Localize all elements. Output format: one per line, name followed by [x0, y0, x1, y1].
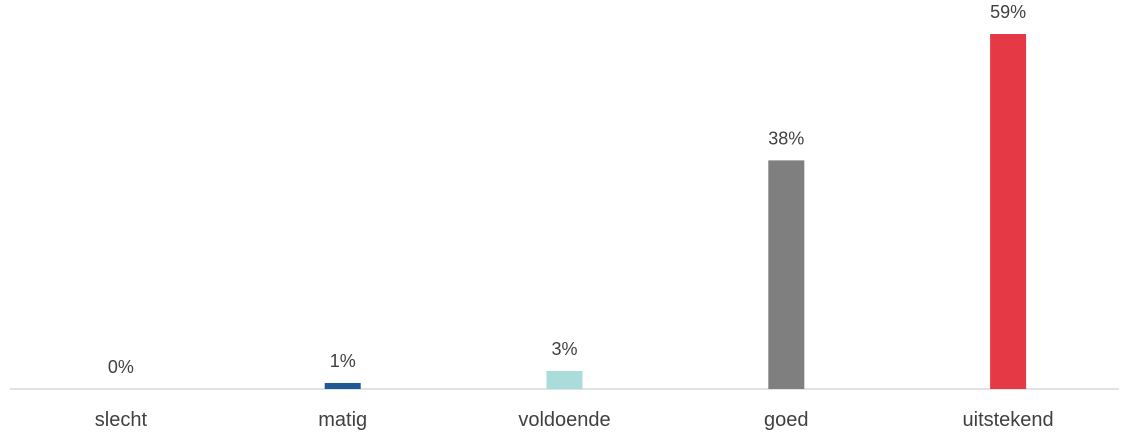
bar-voldoende: [546, 370, 583, 389]
bar-uitstekend: [990, 34, 1027, 390]
category-label-goed: goed: [764, 409, 809, 431]
category-label-slecht: slecht: [95, 409, 148, 431]
value-labels-group: 0% 1% 3% 38% 59%: [108, 2, 1026, 377]
category-label-matig: matig: [318, 409, 367, 431]
value-label-uitstekend: 59%: [990, 2, 1026, 22]
category-label-voldoende: voldoende: [518, 409, 610, 431]
bar-matig: [324, 382, 361, 389]
value-label-slecht: 0%: [108, 357, 134, 377]
value-label-voldoende: 3%: [551, 339, 577, 359]
category-labels-group: slecht matig voldoende goed uitstekend: [95, 409, 1054, 431]
value-label-goed: 38%: [768, 128, 804, 148]
value-label-matig: 1%: [330, 351, 356, 371]
category-label-uitstekend: uitstekend: [963, 409, 1054, 431]
bars-group: [324, 34, 1027, 390]
bar-goed: [768, 160, 805, 389]
